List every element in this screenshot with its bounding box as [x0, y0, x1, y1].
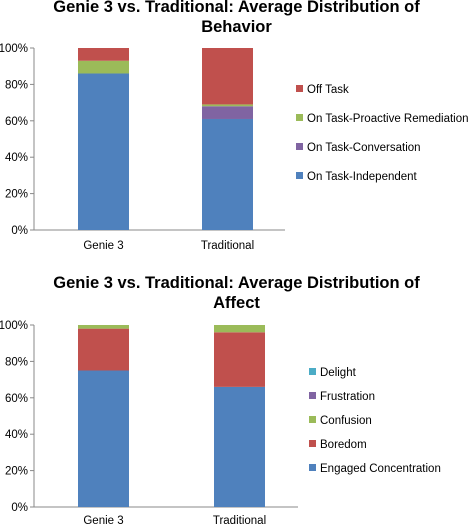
behavior-legend-label: On Task-Proactive Remediation	[307, 113, 469, 125]
behavior-category-label: Genie 3	[83, 240, 123, 252]
affect-bar-engaged-concentration-genie-3	[78, 370, 129, 507]
behavior-legend-label: On Task-Independent	[307, 171, 418, 183]
affect-legend-swatch	[309, 416, 316, 423]
affect-y-tick-label: 60%	[5, 393, 28, 405]
behavior-title-line-1: Genie 3 vs. Traditional: Average Distrib…	[53, 0, 420, 16]
affect-legend-swatch	[309, 392, 316, 399]
behavior-y-tick-label: 60%	[5, 116, 28, 128]
behavior-bar-on-task-independent-traditional	[202, 118, 253, 230]
behavior-bar-on-task-proactive-remediation-traditional	[202, 104, 253, 107]
behavior-bar-off-task-genie-3	[78, 48, 129, 61]
behavior-chart-title: Genie 3 vs. Traditional: Average Distrib…	[0, 0, 473, 37]
affect-y-tick-label: 20%	[5, 466, 28, 478]
behavior-legend-swatch	[296, 114, 303, 121]
affect-y-tick-label: 100%	[0, 320, 28, 332]
affect-legend-label: Confusion	[320, 415, 372, 427]
affect-bar-boredom-genie-3	[78, 328, 129, 371]
affect-legend-label: Delight	[320, 367, 357, 379]
behavior-chart: 0% 20% 40% 60% 80% 100% Genie 3 Traditional Off …	[0, 43, 469, 252]
behavior-bar-on-task-conversation-traditional	[202, 106, 253, 119]
behavior-legend-swatch	[296, 143, 303, 150]
affect-legend-label: Engaged Concentration	[320, 463, 441, 475]
behavior-y-tick-label: 100%	[0, 43, 28, 55]
behavior-legend-swatch	[296, 85, 303, 92]
behavior-category-label: Traditional	[201, 240, 254, 252]
affect-legend-swatch	[309, 368, 316, 375]
affect-y-tick-label: 40%	[5, 429, 28, 441]
behavior-title-line-2: Behavior	[201, 18, 272, 36]
affect-title-line-2: Affect	[213, 294, 260, 312]
affect-y-tick-label: 0%	[11, 502, 28, 514]
behavior-bar-on-task-proactive-remediation-genie-3	[78, 60, 129, 74]
behavior-y-tick-label: 40%	[5, 152, 28, 164]
behavior-y-tick-label: 0%	[11, 225, 28, 237]
affect-legend-swatch	[309, 440, 316, 447]
behavior-legend-swatch	[296, 172, 303, 179]
behavior-y-tick-label: 20%	[5, 189, 28, 201]
behavior-y-tick-label: 80%	[5, 79, 28, 91]
affect-category-label: Traditional	[213, 515, 266, 527]
behavior-bar-off-task-traditional	[202, 48, 253, 105]
affect-bar-engaged-concentration-traditional	[214, 386, 265, 507]
behavior-bar-on-task-independent-genie-3	[78, 73, 129, 230]
affect-chart-title: Genie 3 vs. Traditional: Average Distrib…	[0, 273, 473, 313]
affect-category-label: Genie 3	[83, 515, 123, 527]
behavior-legend-label: On Task-Conversation	[307, 142, 421, 154]
affect-legend-label: Frustration	[320, 391, 375, 403]
affect-legend-label: Boredom	[320, 439, 367, 451]
affect-bar-confusion-genie-3	[78, 325, 129, 329]
affect-bar-confusion-traditional	[214, 325, 265, 333]
affect-y-tick-label: 80%	[5, 356, 28, 368]
behavior-legend-label: Off Task	[307, 84, 349, 96]
affect-bar-boredom-traditional	[214, 332, 265, 387]
affect-legend-swatch	[309, 464, 316, 471]
affect-title-line-1: Genie 3 vs. Traditional: Average Distrib…	[53, 274, 420, 292]
